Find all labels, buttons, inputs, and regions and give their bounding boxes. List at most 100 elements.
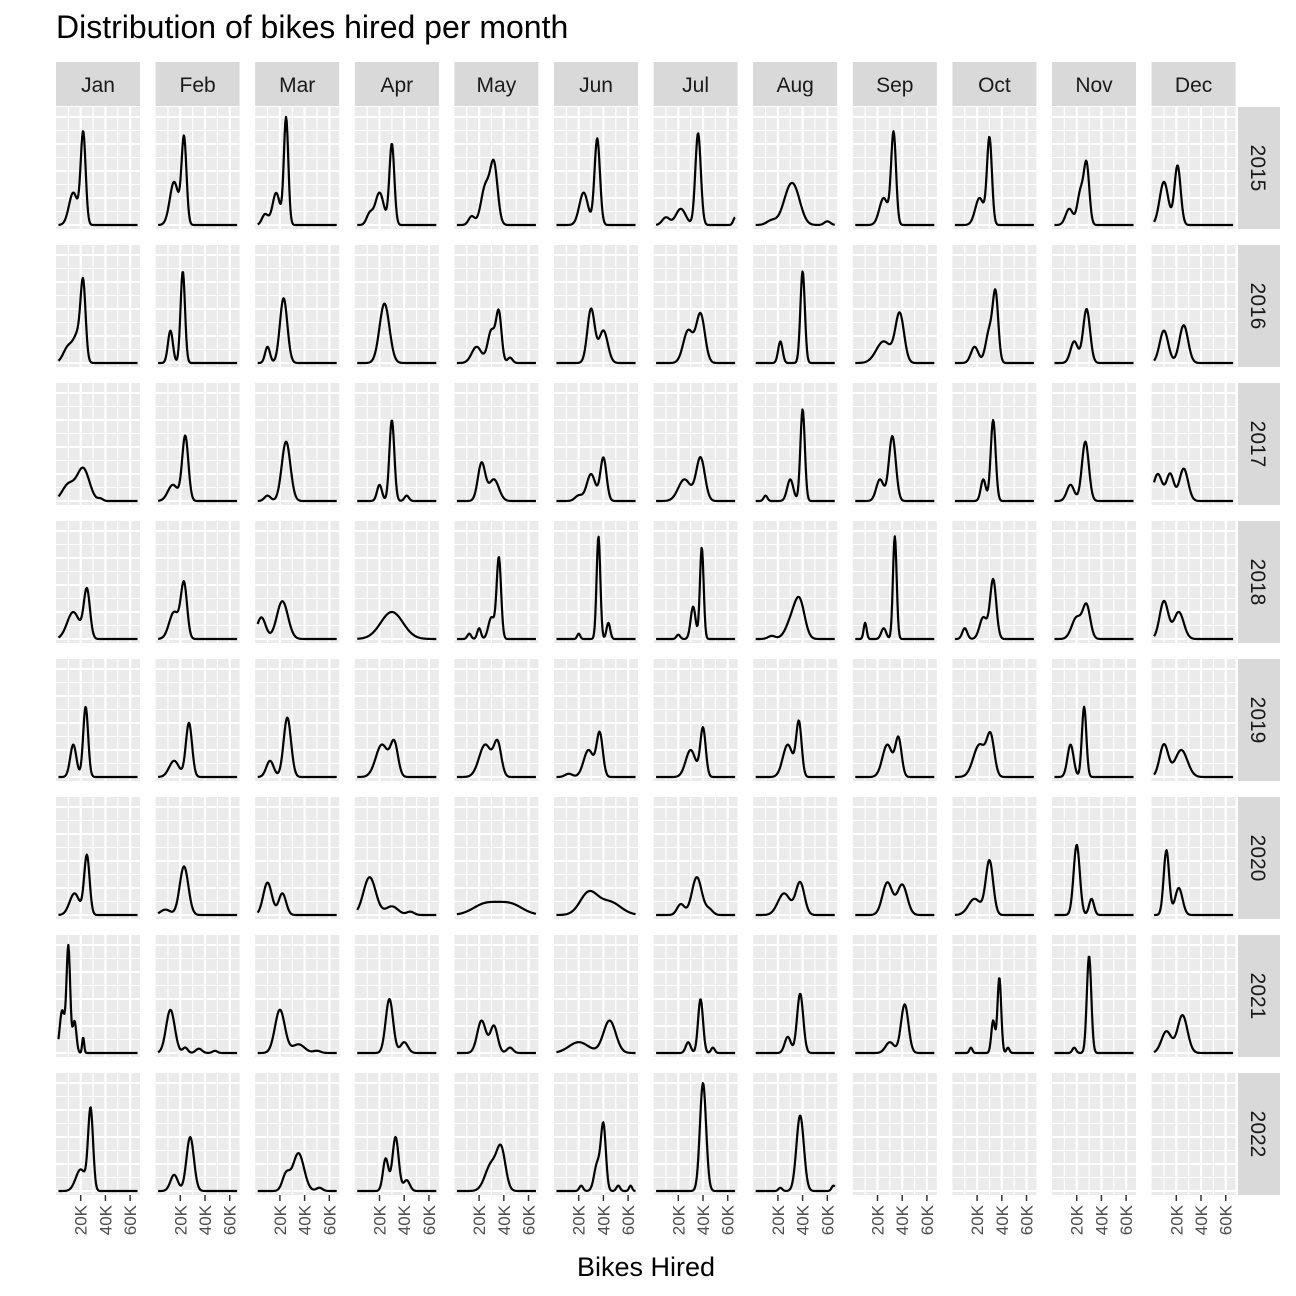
strip-label-aug: Aug [777, 74, 814, 97]
x-tick-label: 60K [320, 1204, 339, 1235]
panel-background [1052, 245, 1136, 367]
panel-nov-2019 [1052, 659, 1136, 781]
panel-background [56, 107, 140, 229]
density-line-may-2020 [456, 900, 537, 916]
panel-aug-2015 [753, 107, 838, 229]
panel-aug-2022 [753, 1073, 838, 1195]
panel-jul-2017 [653, 383, 738, 505]
panel-dec-2018 [1151, 521, 1236, 643]
density-line-mar-2022 [257, 1152, 338, 1193]
panel-jan-2015 [56, 107, 140, 229]
strip-oct [952, 62, 1037, 106]
panel-background [354, 1073, 439, 1195]
strip-may [454, 62, 539, 106]
panel-background [653, 1073, 738, 1195]
x-tick-label: 60K [1018, 1204, 1037, 1235]
strip-jan [56, 62, 140, 106]
panel-background [1052, 521, 1136, 643]
panel-aug-2021 [753, 935, 838, 1057]
x-tick-label: 60K [221, 1204, 240, 1235]
strip-label-oct: Oct [978, 74, 1011, 97]
density-line-aug-2019 [755, 719, 836, 779]
density-line-jan-2015 [58, 130, 138, 227]
panel-background [354, 521, 439, 643]
strip-label-2016: 2016 [1246, 283, 1269, 330]
density-line-sep-2016 [854, 311, 935, 365]
x-tick-label: 20K [669, 1204, 688, 1235]
panel-background [753, 245, 838, 367]
panel-oct-2021 [952, 935, 1037, 1057]
density-line-sep-2019 [854, 735, 935, 779]
x-tick-label: 40K [196, 1204, 215, 1235]
panel-background [554, 245, 638, 367]
facet-panels [56, 107, 1236, 1195]
strip-label-may: May [477, 74, 517, 97]
density-line-jun-2016 [556, 307, 636, 365]
panel-background [1151, 107, 1236, 229]
panel-background [753, 659, 838, 781]
panel-mar-2015 [255, 107, 340, 229]
panel-feb-2017 [155, 383, 240, 505]
density-line-mar-2020 [256, 881, 338, 917]
x-tick-label: 60K [818, 1204, 837, 1235]
panel-jan-2020 [56, 797, 140, 919]
panel-background [653, 245, 738, 367]
density-line-aug-2017 [755, 408, 836, 503]
density-line-feb-2015 [157, 134, 238, 227]
panel-background [852, 935, 937, 1057]
panel-mar-2021 [255, 935, 340, 1057]
density-line-may-2021 [456, 1019, 537, 1055]
density-line-aug-2015 [755, 181, 836, 227]
panel-background [454, 659, 539, 781]
panel-nov-2022 [1052, 1073, 1136, 1195]
panel-background [554, 107, 638, 229]
panel-sep-2022 [852, 1073, 937, 1195]
strip-jun [554, 62, 638, 106]
panel-nov-2015 [1052, 107, 1136, 229]
density-line-mar-2015 [257, 115, 338, 227]
density-line-jul-2018 [655, 546, 736, 641]
panel-background [1052, 383, 1136, 505]
density-line-dec-2018 [1153, 599, 1234, 641]
density-line-nov-2017 [1054, 440, 1134, 503]
panel-jul-2018 [653, 521, 738, 643]
panel-background [852, 659, 937, 781]
panel-background [1151, 245, 1236, 367]
panel-aug-2018 [753, 521, 838, 643]
density-line-jan-2020 [58, 853, 138, 917]
panel-dec-2019 [1151, 659, 1236, 781]
x-tick-label: 20K [869, 1204, 888, 1235]
density-line-jul-2015 [655, 132, 736, 227]
density-line-sep-2020 [854, 881, 935, 917]
panel-background [753, 383, 838, 505]
panel-apr-2015 [354, 107, 439, 229]
density-line-aug-2016 [755, 270, 836, 365]
panel-background [554, 1073, 638, 1195]
panel-mar-2018 [255, 521, 340, 643]
density-line-feb-2019 [157, 721, 238, 779]
density-line-may-2015 [456, 158, 537, 227]
x-tick-label: 20K [769, 1204, 788, 1235]
panel-background [1151, 1073, 1236, 1195]
x-tick-label: 40K [993, 1204, 1012, 1235]
x-tick-label: 60K [918, 1204, 937, 1235]
density-line-jan-2016 [57, 276, 138, 365]
panel-background [554, 935, 638, 1057]
panel-dec-2016 [1151, 245, 1236, 367]
strip-2022 [1238, 1073, 1280, 1195]
panel-mar-2017 [255, 383, 340, 505]
x-tick-label: 60K [420, 1204, 439, 1235]
panel-background [852, 797, 937, 919]
x-tick-label: 20K [570, 1204, 589, 1235]
strip-label-jan: Jan [81, 74, 115, 97]
panel-sep-2016 [852, 245, 937, 367]
x-tick-label: 60K [719, 1204, 738, 1235]
x-tick-label: 40K [495, 1204, 514, 1235]
density-line-jul-2020 [655, 876, 736, 917]
panel-sep-2017 [852, 383, 937, 505]
strip-label-2017: 2017 [1246, 421, 1269, 468]
density-line-feb-2020 [157, 865, 238, 917]
density-line-sep-2017 [854, 435, 935, 503]
strip-label-2021: 2021 [1246, 973, 1269, 1020]
panel-jul-2015 [653, 107, 738, 229]
